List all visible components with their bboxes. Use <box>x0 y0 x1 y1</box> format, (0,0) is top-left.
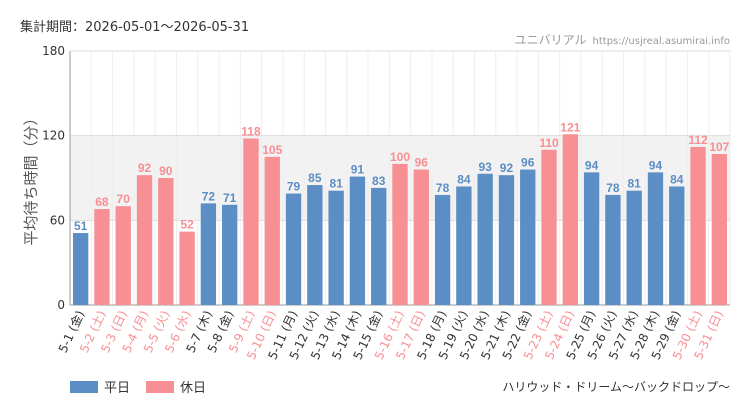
site-url[interactable]: https://usjreal.asumirai.info <box>592 36 730 47</box>
value-label: 110 <box>539 136 559 150</box>
legend-weekday-label: 平日 <box>104 381 131 396</box>
bar-5-23 (土) <box>541 149 557 305</box>
legend-weekday[interactable]: 平日 <box>70 377 130 396</box>
bar-5-31 (日) <box>711 154 728 305</box>
value-label: 84 <box>457 172 471 186</box>
legend-holiday[interactable]: 休日 <box>146 377 206 396</box>
value-label: 96 <box>415 156 429 170</box>
value-label: 85 <box>308 171 322 185</box>
value-label: 94 <box>649 158 663 172</box>
attraction-name: ハリウッド・ドリーム～バックドロップ～ <box>502 380 730 394</box>
y-tick-label: 60 <box>50 213 65 227</box>
value-label: 70 <box>117 192 131 206</box>
bar-5-20 (水) <box>477 173 493 305</box>
bar-5-12 (火) <box>307 185 323 305</box>
bar-5-29 (金) <box>669 186 685 305</box>
bar-5-16 (土) <box>392 163 408 305</box>
y-tick-label: 120 <box>42 129 65 143</box>
bar-5-13 (水) <box>328 190 344 305</box>
legend-holiday-swatch <box>146 380 175 393</box>
bar-5-30 (土) <box>690 146 706 305</box>
y-tick-label: 0 <box>57 298 65 312</box>
bar-5-10 (日) <box>264 156 280 305</box>
value-label: 78 <box>606 181 620 195</box>
y-axis-title: 平均待ち時間（分） <box>22 110 40 245</box>
value-label: 90 <box>159 164 173 178</box>
value-label: 92 <box>138 161 152 175</box>
value-label: 79 <box>287 180 301 194</box>
value-label: 118 <box>241 124 261 138</box>
value-label: 51 <box>74 219 88 233</box>
bar-5-7 (木) <box>200 203 217 305</box>
bar-5-6 (水) <box>179 231 195 305</box>
bar-5-2 (土) <box>94 209 110 305</box>
value-label: 107 <box>709 140 729 154</box>
value-label: 92 <box>500 161 514 175</box>
bar-5-24 (日) <box>562 134 578 305</box>
y-tick-label: 180 <box>42 44 65 58</box>
bar-5-5 (火) <box>158 178 174 305</box>
bar-5-21 (木) <box>498 175 515 305</box>
bar-5-1 (金) <box>72 233 89 305</box>
value-label: 96 <box>521 156 535 170</box>
legend-holiday-label: 休日 <box>180 381 207 396</box>
bar-5-27 (水) <box>626 190 642 305</box>
value-label: 52 <box>180 218 194 232</box>
site-name: ユニバリアル <box>514 33 587 47</box>
value-label: 91 <box>351 163 365 177</box>
bar-5-9 (土) <box>243 138 259 305</box>
value-label: 83 <box>372 174 386 188</box>
legend: 平日 休日 <box>70 377 206 396</box>
value-label: 72 <box>202 189 216 203</box>
value-label: 78 <box>436 181 450 195</box>
value-label: 81 <box>329 177 343 191</box>
bar-5-11 (月) <box>285 193 302 305</box>
bar-5-28 (木) <box>647 172 664 305</box>
value-label: 121 <box>560 120 580 134</box>
value-label: 100 <box>390 150 410 164</box>
bar-5-26 (火) <box>605 194 621 305</box>
bar-5-14 (木) <box>349 176 366 305</box>
value-label: 84 <box>670 172 684 186</box>
value-label: 68 <box>95 195 109 209</box>
value-label: 81 <box>628 177 642 191</box>
value-label: 94 <box>585 158 599 172</box>
bar-5-17 (日) <box>413 169 429 305</box>
value-label: 93 <box>478 160 492 174</box>
period-label: 集計期間：2026-05-01～2026-05-31 <box>20 20 250 35</box>
value-label: 112 <box>688 133 708 147</box>
site-credit: ユニバリアル https://usjreal.asumirai.info <box>515 31 730 48</box>
bar-5-19 (火) <box>456 186 472 305</box>
bar-5-4 (月) <box>136 175 153 305</box>
bar-5-22 (金) <box>520 169 536 305</box>
bar-5-18 (月) <box>434 194 451 305</box>
value-label: 71 <box>223 191 237 205</box>
legend-weekday-swatch <box>70 380 98 393</box>
bar-5-3 (日) <box>115 206 131 305</box>
bar-5-15 (金) <box>371 187 387 305</box>
value-label: 105 <box>262 143 282 157</box>
bar-5-8 (金) <box>222 204 238 305</box>
bar-5-25 (月) <box>583 172 600 305</box>
